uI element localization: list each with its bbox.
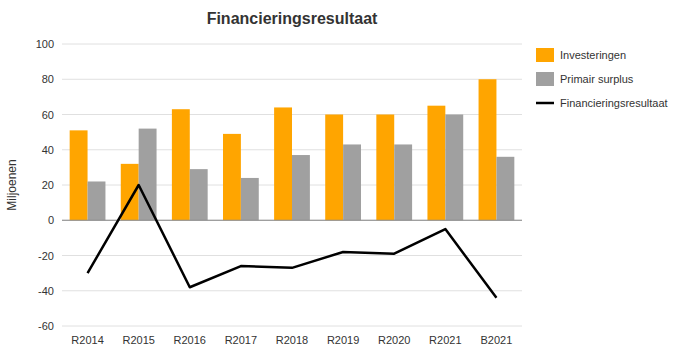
y-tick-label: -40: [38, 285, 54, 297]
legend-swatch: [536, 72, 554, 86]
bar: [445, 115, 463, 221]
y-tick-label: 40: [42, 144, 54, 156]
x-tick-label: R2020: [378, 334, 410, 346]
bar: [479, 79, 497, 220]
bar: [343, 144, 361, 220]
legend-swatch: [536, 102, 554, 105]
x-tick-label: R2014: [71, 334, 103, 346]
legend-label: Investeringen: [560, 49, 626, 61]
bar: [394, 144, 412, 220]
x-tick-label: R2019: [327, 334, 359, 346]
y-tick-label: -60: [38, 320, 54, 332]
bar: [496, 157, 514, 220]
y-tick-label: -20: [38, 250, 54, 262]
y-tick-label: 100: [36, 38, 54, 50]
y-tick-label: 0: [48, 214, 54, 226]
grid: [62, 44, 522, 326]
y-axis-label: Miljoenen: [5, 159, 19, 210]
x-tick-label: B2021: [481, 334, 513, 346]
chart-container: Financieringsresultaat Miljoenen -60 -40 -20…: [0, 0, 700, 358]
y-tick-label: 20: [42, 179, 54, 191]
bar: [292, 155, 310, 220]
grid-line: [62, 326, 522, 327]
line: [88, 185, 497, 298]
x-tick-label: R2021: [429, 334, 461, 346]
legend-label: Primair surplus: [560, 73, 634, 85]
chart-svg: Financieringsresultaat Miljoenen -60 -40 -20…: [0, 0, 700, 358]
zero-line: [62, 220, 522, 221]
bar: [223, 134, 241, 220]
bar: [88, 181, 106, 220]
bar: [427, 106, 445, 221]
bar: [190, 169, 208, 220]
x-tick-label: R2015: [122, 334, 154, 346]
legend: Investeringen Primair surplus Financiering…: [536, 48, 668, 109]
legend-label: Financieringsresultaat: [560, 97, 668, 109]
legend-swatch: [536, 48, 554, 62]
bar: [376, 115, 394, 221]
bar: [241, 178, 259, 220]
grid-line: [62, 255, 522, 256]
x-tick-label: R2018: [276, 334, 308, 346]
marks: [62, 79, 522, 298]
bar: [139, 129, 157, 221]
x-tick-label: R2017: [225, 334, 257, 346]
bar: [274, 107, 292, 220]
bar: [325, 115, 343, 221]
chart-title: Financieringsresultaat: [207, 10, 378, 27]
bar: [70, 130, 88, 220]
y-tick-label: 80: [42, 73, 54, 85]
grid-line: [62, 44, 522, 45]
grid-line: [62, 79, 522, 80]
grid-line: [62, 290, 522, 291]
y-tick-label: 60: [42, 109, 54, 121]
bar: [172, 109, 190, 220]
grid-line: [62, 220, 522, 221]
x-tick-label: R2016: [174, 334, 206, 346]
